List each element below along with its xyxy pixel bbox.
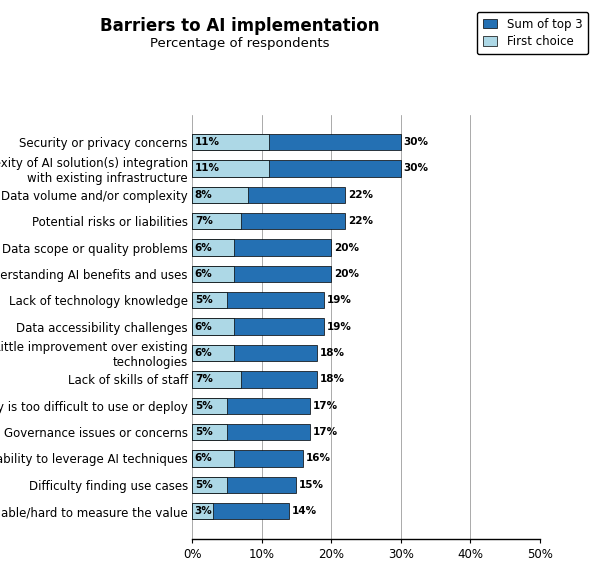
Text: 5%: 5% <box>195 427 212 437</box>
Text: 15%: 15% <box>299 480 324 490</box>
Text: 22%: 22% <box>348 216 373 226</box>
Bar <box>192 160 269 176</box>
Text: 16%: 16% <box>306 453 331 464</box>
Text: 5%: 5% <box>195 295 212 305</box>
Text: 30%: 30% <box>404 163 428 174</box>
Text: 14%: 14% <box>292 506 317 516</box>
Text: 18%: 18% <box>320 348 345 358</box>
Bar <box>192 371 317 387</box>
Bar <box>192 213 345 229</box>
Text: 6%: 6% <box>195 348 212 358</box>
Bar <box>192 450 234 466</box>
Text: 6%: 6% <box>195 321 212 332</box>
Text: 20%: 20% <box>334 269 359 279</box>
Text: 7%: 7% <box>195 374 212 384</box>
Text: 18%: 18% <box>320 374 345 384</box>
Text: 6%: 6% <box>195 453 212 464</box>
Text: 30%: 30% <box>404 137 428 147</box>
Bar <box>192 345 317 361</box>
Bar <box>192 345 234 361</box>
Bar <box>192 398 227 414</box>
Text: 17%: 17% <box>313 427 338 437</box>
Bar <box>192 213 241 229</box>
Bar <box>192 240 234 256</box>
Bar <box>192 319 234 335</box>
Bar <box>192 371 241 387</box>
Text: Percentage of respondents: Percentage of respondents <box>150 37 330 50</box>
Bar <box>192 134 401 150</box>
Bar <box>192 398 310 414</box>
Bar <box>192 477 227 493</box>
Bar <box>192 187 345 203</box>
Legend: Sum of top 3, First choice: Sum of top 3, First choice <box>477 11 588 54</box>
Text: Barriers to AI implementation: Barriers to AI implementation <box>100 17 380 35</box>
Bar <box>192 319 324 335</box>
Bar <box>192 503 213 519</box>
Bar <box>192 266 331 282</box>
Bar <box>192 160 401 176</box>
Text: 19%: 19% <box>327 295 352 305</box>
Bar <box>192 240 331 256</box>
Bar <box>192 424 310 440</box>
Text: 5%: 5% <box>195 480 212 490</box>
Bar <box>192 450 304 466</box>
Bar <box>192 187 248 203</box>
Bar <box>192 134 269 150</box>
Text: 20%: 20% <box>334 242 359 253</box>
Bar <box>192 266 234 282</box>
Text: 3%: 3% <box>195 506 212 516</box>
Text: 11%: 11% <box>195 163 220 174</box>
Text: 22%: 22% <box>348 190 373 200</box>
Bar <box>192 477 296 493</box>
Text: 6%: 6% <box>195 269 212 279</box>
Bar <box>192 503 289 519</box>
Text: 17%: 17% <box>313 401 338 411</box>
Text: 8%: 8% <box>195 190 212 200</box>
Text: 19%: 19% <box>327 321 352 332</box>
Bar <box>192 292 324 308</box>
Text: 11%: 11% <box>195 137 220 147</box>
Text: 7%: 7% <box>195 216 212 226</box>
Bar <box>192 424 227 440</box>
Text: 6%: 6% <box>195 242 212 253</box>
Bar <box>192 292 227 308</box>
Text: 5%: 5% <box>195 401 212 411</box>
